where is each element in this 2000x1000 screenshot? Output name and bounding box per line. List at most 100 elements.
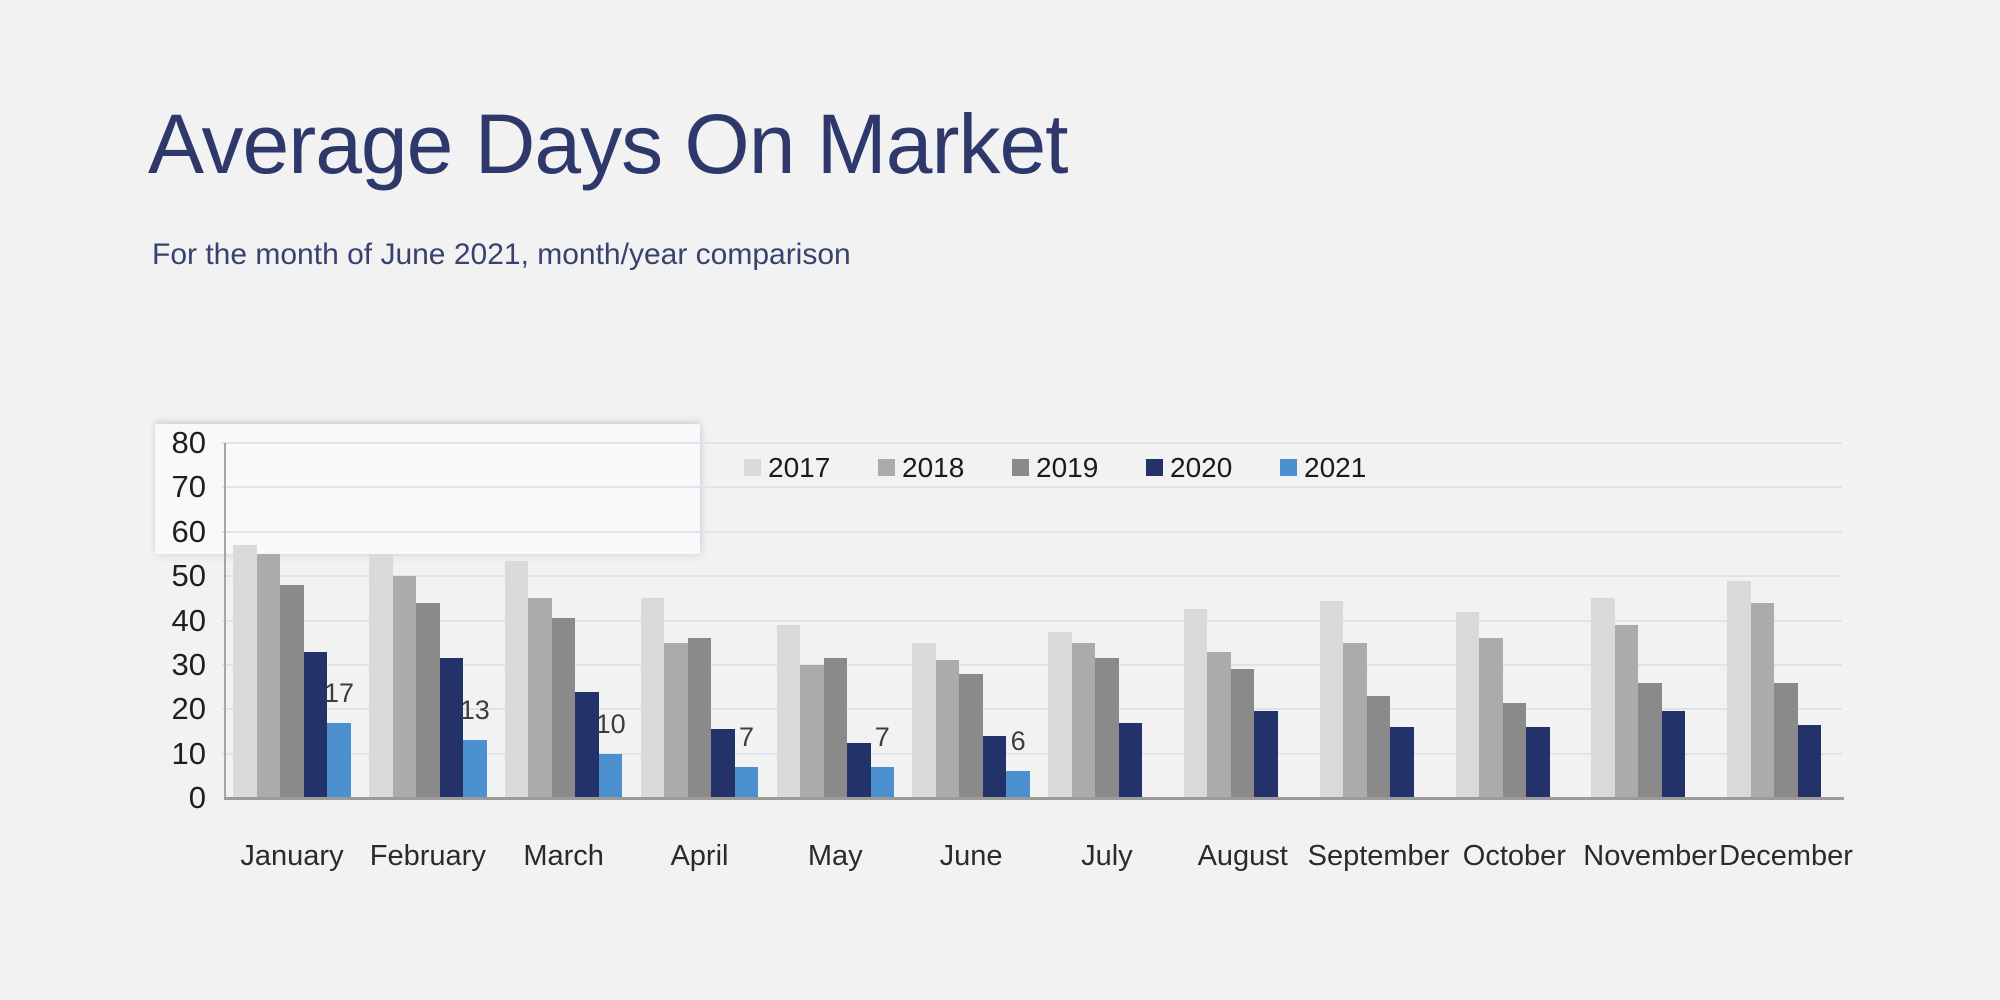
legend-label-2021: 2021 [1304, 452, 1367, 483]
bar-2019-january [280, 585, 304, 798]
bar-2018-november [1614, 624, 1639, 798]
bar-2019-october [1502, 702, 1527, 798]
bar-2017-january [233, 545, 257, 798]
bar-2018-may [800, 664, 824, 798]
x-axis-line [224, 797, 1844, 800]
bar-2019-august [1230, 669, 1255, 798]
bar-2020-december [1797, 724, 1822, 798]
bar-2018-july [1071, 642, 1096, 798]
bar-2017-september [1319, 600, 1344, 798]
plot-area: 17 13 10 7 7 6 [222, 442, 1842, 798]
bar-2019-april [687, 638, 712, 798]
x-label-march: March [523, 840, 604, 872]
x-label-june: June [939, 840, 1003, 872]
bar-2020-august [1254, 711, 1278, 798]
y-tick-label-40: 40 [171, 602, 206, 638]
bar-2019-december [1774, 682, 1798, 798]
bar-2018-january [256, 553, 281, 798]
gridline-40 [222, 619, 1842, 622]
bar-2019-september [1366, 695, 1391, 798]
bar-2021-june [1006, 771, 1030, 798]
bar-2018-august [1207, 651, 1231, 798]
bar-2019-june [959, 673, 983, 798]
bar-2020-october [1526, 727, 1550, 798]
x-label-may: May [807, 840, 863, 872]
bar-2018-december [1750, 602, 1775, 798]
x-label-april: April [670, 840, 729, 872]
x-label-january: January [240, 840, 344, 872]
page-title: Average Days On Market [148, 97, 1069, 191]
bar-2020-april [711, 729, 735, 798]
legend-label-2017: 2017 [768, 452, 831, 483]
legend-swatch-2018 [878, 459, 895, 476]
bar-2020-march [575, 691, 599, 798]
data-label-2021-april: 7 [738, 721, 754, 752]
legend-swatch-2017 [744, 459, 761, 476]
legend-label-2020: 2020 [1170, 452, 1233, 483]
bar-2017-march [504, 560, 529, 798]
x-label-august: August [1197, 840, 1288, 872]
legend-swatch-2021 [1280, 459, 1297, 476]
data-label-2021-june: 6 [1010, 726, 1026, 757]
legend-label-2018: 2018 [902, 452, 965, 483]
gridline-80 [222, 442, 1842, 444]
x-label-july: July [1081, 840, 1133, 872]
bar-2018-september [1343, 642, 1367, 798]
bar-2018-february [392, 576, 417, 798]
y-tick-label-20: 20 [171, 691, 206, 727]
data-label-2021-february: 13 [459, 695, 490, 726]
gridline-10 [222, 752, 1842, 755]
bar-2017-november [1591, 598, 1615, 798]
legend-swatch-2019 [1012, 459, 1029, 476]
y-tick-label-10: 10 [171, 735, 206, 771]
gridline-70 [222, 486, 1842, 489]
bar-2017-december [1727, 580, 1751, 798]
bar-2019-november [1638, 682, 1662, 798]
bar-2018-march [528, 598, 552, 798]
gridline-60 [222, 530, 1842, 533]
bar-2018-october [1479, 638, 1503, 798]
bar-2021-january [327, 722, 351, 798]
bar-2021-february [463, 740, 487, 798]
y-tick-label-50: 50 [171, 558, 206, 594]
bar-2017-may [776, 624, 801, 798]
y-tick-label-60: 60 [171, 513, 206, 549]
y-tick-label-0: 0 [188, 780, 206, 815]
legend-swatch-2020 [1146, 459, 1163, 476]
bar-2019-may [823, 658, 848, 798]
legend-label-2019: 2019 [1036, 452, 1099, 483]
data-label-2021-march: 10 [595, 708, 626, 739]
bar-2020-june [982, 735, 1007, 798]
bar-2021-may [870, 766, 895, 798]
bar-2020-january [303, 651, 328, 798]
x-label-february: February [369, 840, 486, 872]
x-label-september: September [1307, 840, 1450, 872]
bar-2019-february [416, 602, 440, 798]
x-label-december: December [1719, 840, 1853, 872]
y-tick-label-30: 30 [171, 646, 206, 682]
bar-2021-march [598, 753, 623, 798]
gridline-20 [222, 708, 1842, 711]
bar-2019-march [551, 618, 576, 798]
bar-2018-april [664, 642, 688, 798]
gridline-50 [222, 575, 1842, 578]
bar-2020-february [439, 658, 464, 798]
bar-2017-october [1455, 611, 1480, 798]
bar-2020-may [847, 742, 871, 798]
bar-2021-april [734, 766, 759, 798]
bar-2020-july [1118, 722, 1143, 798]
bar-2019-july [1095, 658, 1119, 798]
bar-2017-july [1048, 631, 1072, 798]
bar-2017-april [640, 598, 665, 798]
bar-2018-june [935, 660, 960, 798]
data-label-2021-january: 17 [323, 677, 355, 708]
bar-2017-june [912, 642, 936, 798]
bar-2020-november [1661, 711, 1686, 798]
y-axis-line [224, 443, 226, 800]
gridline-30 [222, 663, 1842, 666]
page-subtitle: For the month of June 2021, month/year c… [152, 238, 851, 271]
y-tick-label-70: 70 [171, 469, 206, 505]
bar-2017-february [369, 553, 393, 798]
bar-2017-august [1183, 609, 1208, 798]
